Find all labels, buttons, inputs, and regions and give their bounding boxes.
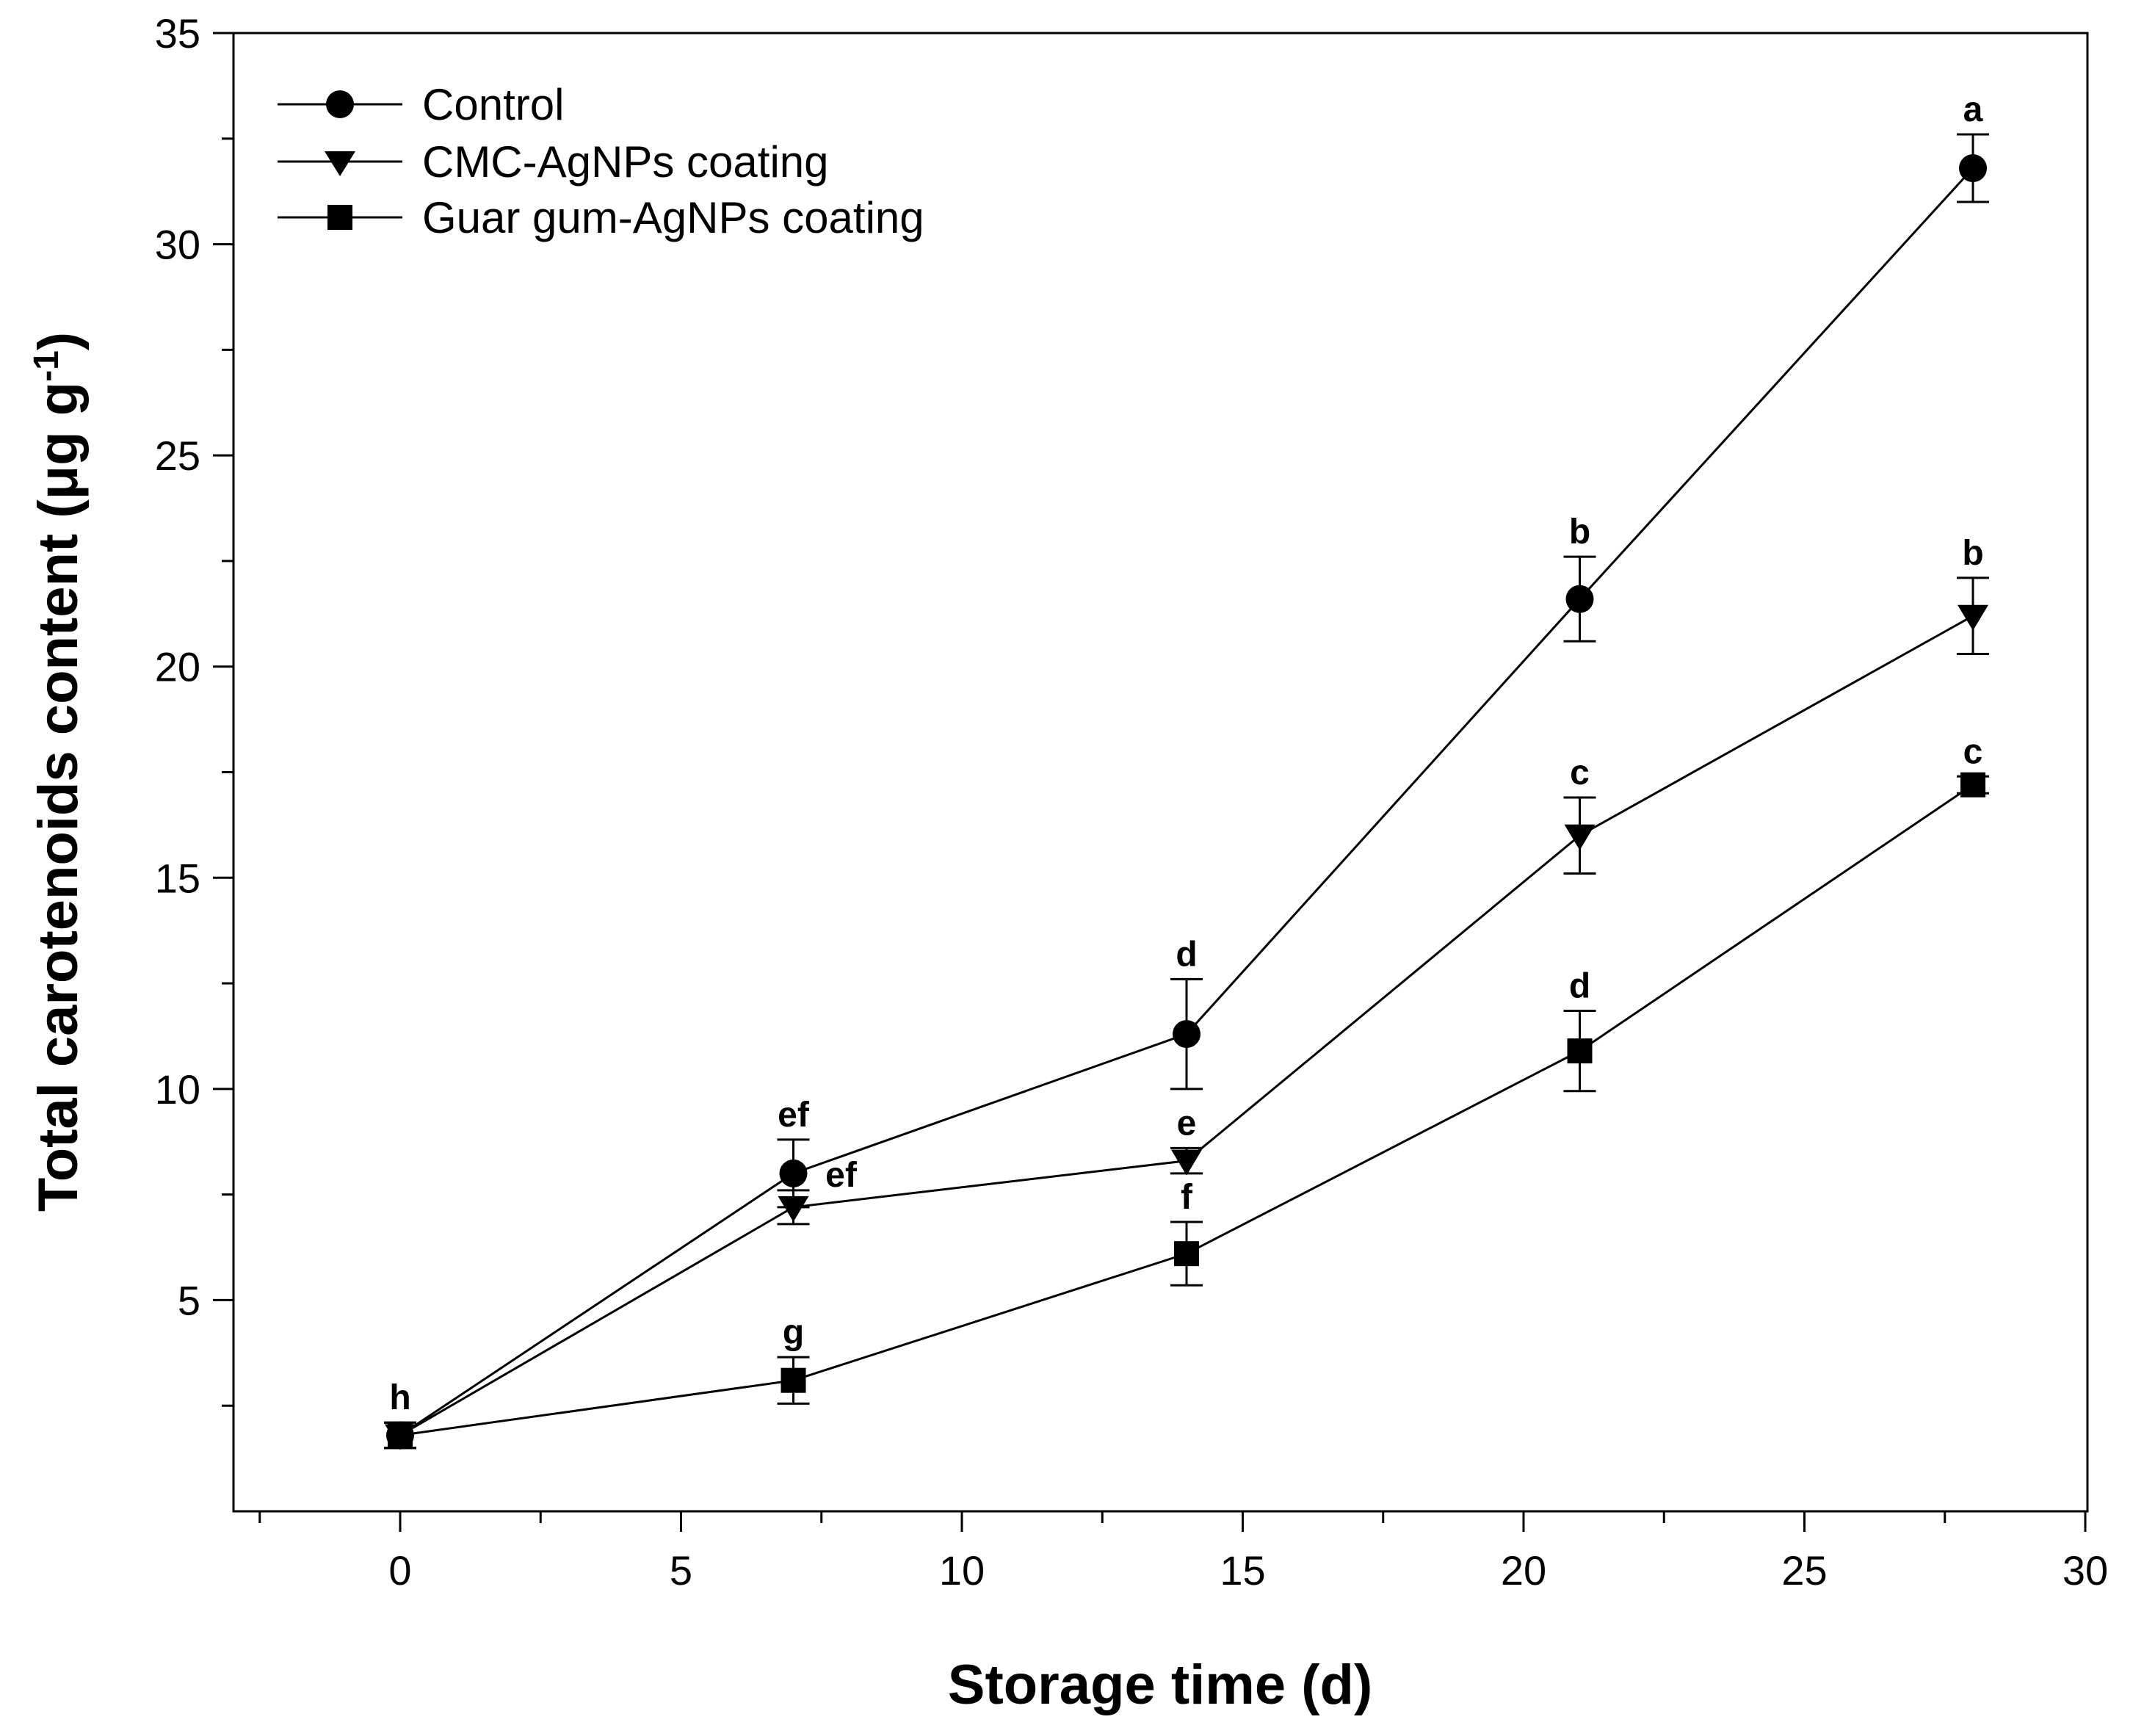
significance-label: b xyxy=(1962,534,1983,573)
y-tick-label: 5 xyxy=(178,1277,200,1323)
significance-label: h xyxy=(389,1378,410,1417)
data-point-square xyxy=(1567,1038,1593,1064)
y-tick-label: 15 xyxy=(155,855,200,901)
y-axis-title-close: ) xyxy=(27,332,90,350)
x-tick-label: 15 xyxy=(1220,1547,1265,1594)
data-point-triangle xyxy=(778,1196,809,1222)
legend-label-cmc-agnps: CMC-AgNPs coating xyxy=(422,137,829,187)
data-point-square xyxy=(781,1367,806,1393)
y-tick-label: 35 xyxy=(155,10,200,57)
data-point-circle xyxy=(1565,585,1594,613)
x-tick-label: 0 xyxy=(388,1547,411,1594)
data-point-square xyxy=(388,1422,413,1448)
x-tick-label: 25 xyxy=(1781,1547,1827,1594)
significance-label: e xyxy=(1177,1104,1197,1143)
data-point-square xyxy=(1960,772,1985,798)
plot-area-frame xyxy=(232,32,2089,1513)
data-point-circle xyxy=(1959,154,1987,183)
legend-marker-triangle-down xyxy=(325,151,355,176)
x-tick-label: 10 xyxy=(939,1547,985,1594)
series-square: g f d c xyxy=(384,732,1989,1450)
legend-item-guar-gum-agnps: Guar gum-AgNPs coating xyxy=(278,193,924,242)
y-tick-label: 30 xyxy=(155,222,200,268)
data-point-triangle xyxy=(1958,604,1988,631)
y-tick-label: 25 xyxy=(155,433,200,479)
y-axis-title-main: Total carotenoids content (μg g xyxy=(27,382,90,1212)
axes: 0 5 10 15 20 25 30 5 10 15 20 25 30 35 xyxy=(155,10,2108,1594)
significance-label: b xyxy=(1569,513,1590,551)
series-triangle-down: ef e c b xyxy=(384,534,1989,1450)
data-point-circle xyxy=(779,1159,808,1187)
legend-label-control: Control xyxy=(422,80,564,129)
y-axis-title-superscript: -1 xyxy=(27,350,66,382)
legend-marker-square xyxy=(327,205,352,230)
legend-item-control: Control xyxy=(278,80,564,129)
significance-label: ef xyxy=(825,1156,858,1195)
significance-label: c xyxy=(1963,732,1983,771)
legend-label-guar-gum-agnps: Guar gum-AgNPs coating xyxy=(422,193,924,242)
series-layer: h ef d b a ef e c b g f d c xyxy=(384,90,1989,1450)
series-circle: h ef d b a xyxy=(384,90,1989,1450)
x-tick-label: 20 xyxy=(1501,1547,1546,1594)
x-tick-label: 30 xyxy=(2063,1547,2108,1594)
data-point-triangle xyxy=(1171,1149,1202,1176)
y-axis-title: Total carotenoids content (μg g-1) xyxy=(27,332,90,1212)
x-axis-title: Storage time (d) xyxy=(948,1654,1373,1716)
y-tick-label: 10 xyxy=(155,1066,200,1113)
significance-label: f xyxy=(1181,1178,1193,1217)
y-tick-label: 20 xyxy=(155,644,200,690)
significance-label: ef xyxy=(778,1096,810,1135)
significance-label: d xyxy=(1569,966,1590,1005)
data-point-triangle xyxy=(1564,824,1596,850)
significance-label: g xyxy=(783,1313,804,1352)
significance-label: c xyxy=(1570,753,1590,792)
legend-marker-circle xyxy=(326,90,354,118)
x-tick-label: 5 xyxy=(670,1547,692,1594)
significance-label: d xyxy=(1176,935,1197,974)
significance-label: a xyxy=(1963,90,1983,129)
data-point-square xyxy=(1174,1241,1199,1267)
legend-item-cmc-agnps: CMC-AgNPs coating xyxy=(278,137,829,187)
legend: Control CMC-AgNPs coating Guar gum-AgNPs… xyxy=(278,80,924,242)
data-point-circle xyxy=(1173,1020,1201,1049)
